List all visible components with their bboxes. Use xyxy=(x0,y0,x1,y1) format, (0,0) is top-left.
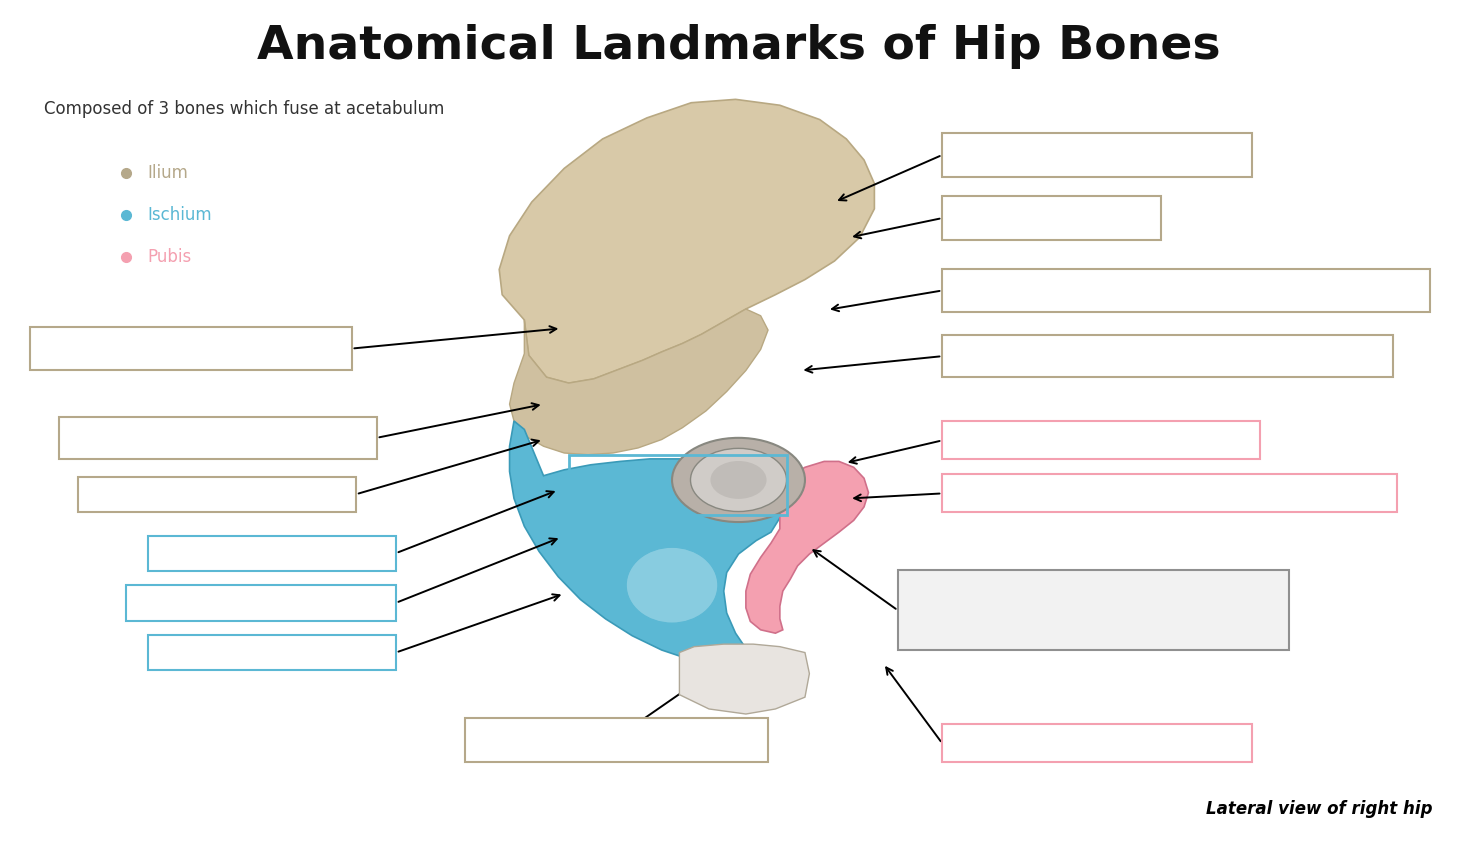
Ellipse shape xyxy=(690,449,786,512)
Bar xyxy=(942,196,1161,240)
Ellipse shape xyxy=(626,547,718,623)
Bar xyxy=(569,455,787,515)
Bar xyxy=(30,327,352,370)
Text: Composed of 3 bones which fuse at acetabulum: Composed of 3 bones which fuse at acetab… xyxy=(44,100,445,119)
Text: Pubis: Pubis xyxy=(148,248,192,266)
Text: Ilium: Ilium xyxy=(148,163,189,182)
Polygon shape xyxy=(679,644,809,714)
Bar xyxy=(465,718,768,762)
Bar xyxy=(898,570,1289,650)
Bar xyxy=(942,335,1393,377)
Bar xyxy=(126,585,396,621)
Text: Anatomical Landmarks of Hip Bones: Anatomical Landmarks of Hip Bones xyxy=(257,24,1220,69)
Polygon shape xyxy=(510,421,780,669)
Bar xyxy=(59,417,377,459)
Bar xyxy=(942,421,1260,459)
Polygon shape xyxy=(746,461,868,633)
Bar xyxy=(148,635,396,670)
Ellipse shape xyxy=(672,438,805,522)
Text: Fusion of three hip bones at 16 – 18
years old: Fusion of three hip bones at 16 – 18 yea… xyxy=(957,594,1230,626)
Bar xyxy=(942,724,1252,762)
Polygon shape xyxy=(510,309,768,455)
Bar xyxy=(148,536,396,571)
Bar xyxy=(942,269,1430,312)
Ellipse shape xyxy=(710,461,767,498)
Text: Lateral view of right hip: Lateral view of right hip xyxy=(1207,801,1433,818)
Text: Ischium: Ischium xyxy=(148,205,213,224)
Bar xyxy=(78,477,356,512)
Bar xyxy=(942,133,1252,177)
Bar xyxy=(942,474,1397,512)
Polygon shape xyxy=(499,99,874,383)
